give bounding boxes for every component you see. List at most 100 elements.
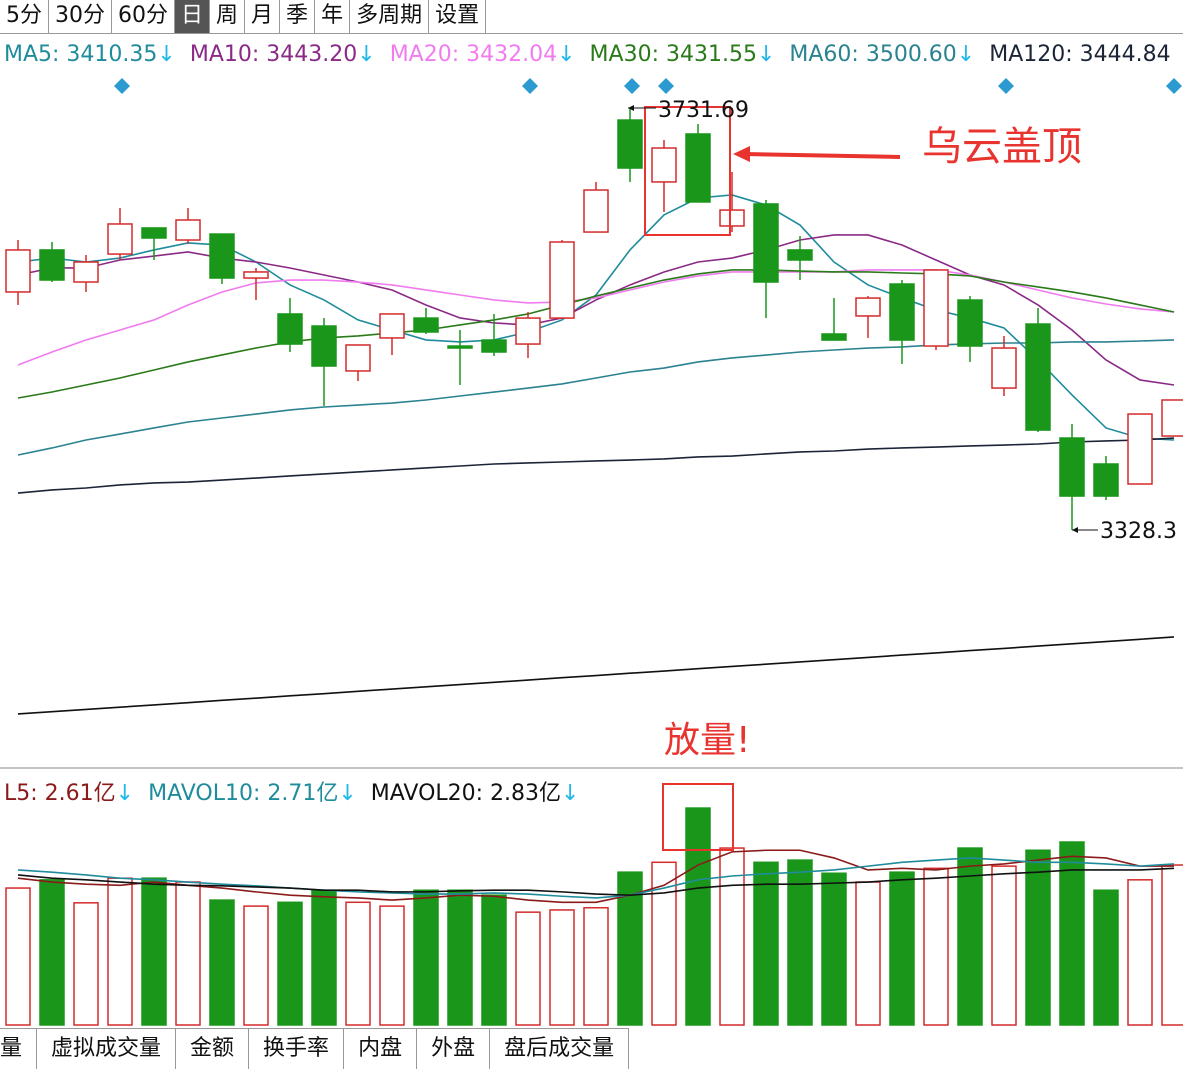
volume-bar (311, 889, 337, 1026)
legend-trend: ↓ (115, 781, 135, 806)
volume-bar (73, 902, 99, 1026)
volume-bar (175, 881, 201, 1026)
indicator-tab[interactable]: 换手率 (249, 1029, 345, 1069)
candle-body (175, 219, 201, 241)
indicator-tab[interactable]: 外盘 (417, 1029, 491, 1069)
ma-line (17, 857, 1175, 899)
volume-bar (447, 889, 473, 1026)
candle-body (889, 283, 915, 341)
candle-body (753, 203, 779, 283)
period-tab[interactable]: 季 (280, 0, 316, 33)
period-tab[interactable]: 周 (210, 0, 246, 33)
ma-line (17, 849, 1174, 904)
volume-bar (821, 872, 847, 1026)
candle-body (73, 261, 99, 283)
volume-bar (923, 867, 949, 1026)
volume-box (662, 783, 734, 851)
legend-label: MA60: 3500.60 (789, 42, 957, 67)
legend-label: MAVOL10: 2.71亿 (148, 781, 339, 806)
volume-bar (1093, 889, 1119, 1026)
pattern-label: 乌云盖顶 (922, 124, 1082, 170)
volume-bar (481, 894, 507, 1026)
candle-body (209, 233, 235, 279)
volume-bar (685, 807, 711, 1026)
volume-bar (889, 871, 915, 1026)
ma-legend: MA5: 3410.35↓ MA10: 3443.20↓ MA20: 3432.04… (4, 42, 1171, 67)
candle-body (141, 227, 167, 239)
candle-body (311, 325, 337, 367)
period-tab[interactable]: 月 (245, 0, 281, 33)
candle-body (855, 297, 881, 317)
volume-bar (39, 879, 65, 1026)
signal-marker (114, 78, 130, 94)
volume-bar (243, 905, 269, 1026)
signal-marker (658, 78, 674, 94)
candle-body (1127, 413, 1153, 485)
candle-body (481, 339, 507, 353)
volume-bar (549, 909, 575, 1026)
volume-bar (855, 881, 881, 1026)
pattern-box (644, 106, 731, 236)
candle-body (1059, 437, 1085, 497)
volume-bar (277, 901, 303, 1026)
period-tab[interactable]: 设置 (429, 0, 487, 33)
indicator-tab[interactable]: 量 (0, 1029, 38, 1069)
legend-label: MA20: 3432.04 (389, 42, 558, 67)
volume-bar (345, 901, 371, 1026)
signal-markers (114, 78, 1182, 94)
legend-item: L5: 2.61亿↓ (4, 775, 134, 807)
period-tab[interactable]: 30分 (49, 0, 112, 33)
mavol-legend: L5: 2.61亿↓ MAVOL10: 2.71亿↓ MAVOL20: 2.83亿↓ (4, 775, 579, 807)
ma-line (17, 269, 1175, 399)
volume-bar (1059, 841, 1085, 1026)
period-tab[interactable]: 5分 (0, 0, 49, 33)
candle-body (107, 223, 133, 255)
indicator-tab[interactable]: 盘后成交量 (490, 1029, 630, 1069)
candle-body (957, 299, 983, 347)
legend-item: MA30: 3431.55↓ (590, 42, 776, 67)
period-tab[interactable]: 日 (175, 0, 211, 33)
candle-body (1025, 323, 1051, 431)
pattern-arrow (744, 152, 901, 159)
volume-bar (141, 877, 167, 1026)
legend-trend: ↓ (338, 781, 357, 806)
candle-body (379, 313, 405, 339)
candle-body (515, 317, 541, 345)
candle-body (277, 313, 303, 345)
volume-bar (107, 877, 133, 1026)
legend-item: MA10: 3443.20↓ (190, 42, 376, 67)
period-tab[interactable]: 多周期 (350, 0, 430, 33)
volume-bar (379, 905, 405, 1026)
legend-label: MA30: 3431.55 (589, 42, 757, 67)
candle-body (413, 317, 439, 333)
signal-marker (1166, 78, 1182, 94)
candle-body (821, 333, 847, 341)
legend-label: MA5: 3410.35 (4, 42, 158, 67)
candle-body (549, 241, 575, 319)
pattern-arrowhead (733, 146, 750, 162)
candle-body (1093, 463, 1119, 497)
ma-line (17, 867, 1175, 896)
legend-item: MA20: 3432.04↓ (390, 42, 576, 67)
legend-item: MA60: 3500.60↓ (789, 42, 975, 67)
indicator-tab[interactable]: 内盘 (344, 1029, 418, 1069)
volume-bar (957, 847, 983, 1026)
min-label: 3328.3 (1100, 519, 1177, 544)
indicator-tab[interactable]: 虚拟成交量 (37, 1029, 177, 1069)
legend-trend: ↓ (157, 42, 176, 67)
candle-body (583, 189, 609, 233)
volume-bar (1161, 864, 1183, 1026)
indicator-tab[interactable]: 金额 (176, 1029, 250, 1069)
ma-line (17, 437, 1175, 494)
volume-bar (787, 859, 813, 1026)
legend-item: MA5: 3410.35↓ (4, 42, 176, 67)
candle-body (617, 119, 643, 169)
volume-bar (1025, 849, 1051, 1026)
legend-item: MA120: 3444.84 (989, 42, 1170, 67)
period-tab[interactable]: 60分 (112, 0, 175, 33)
legend-label: MA120: 3444.84 (989, 42, 1171, 67)
candle-body (685, 133, 711, 203)
period-tab[interactable]: 年 (315, 0, 351, 33)
legend-item: MAVOL10: 2.71亿↓ (148, 775, 357, 807)
